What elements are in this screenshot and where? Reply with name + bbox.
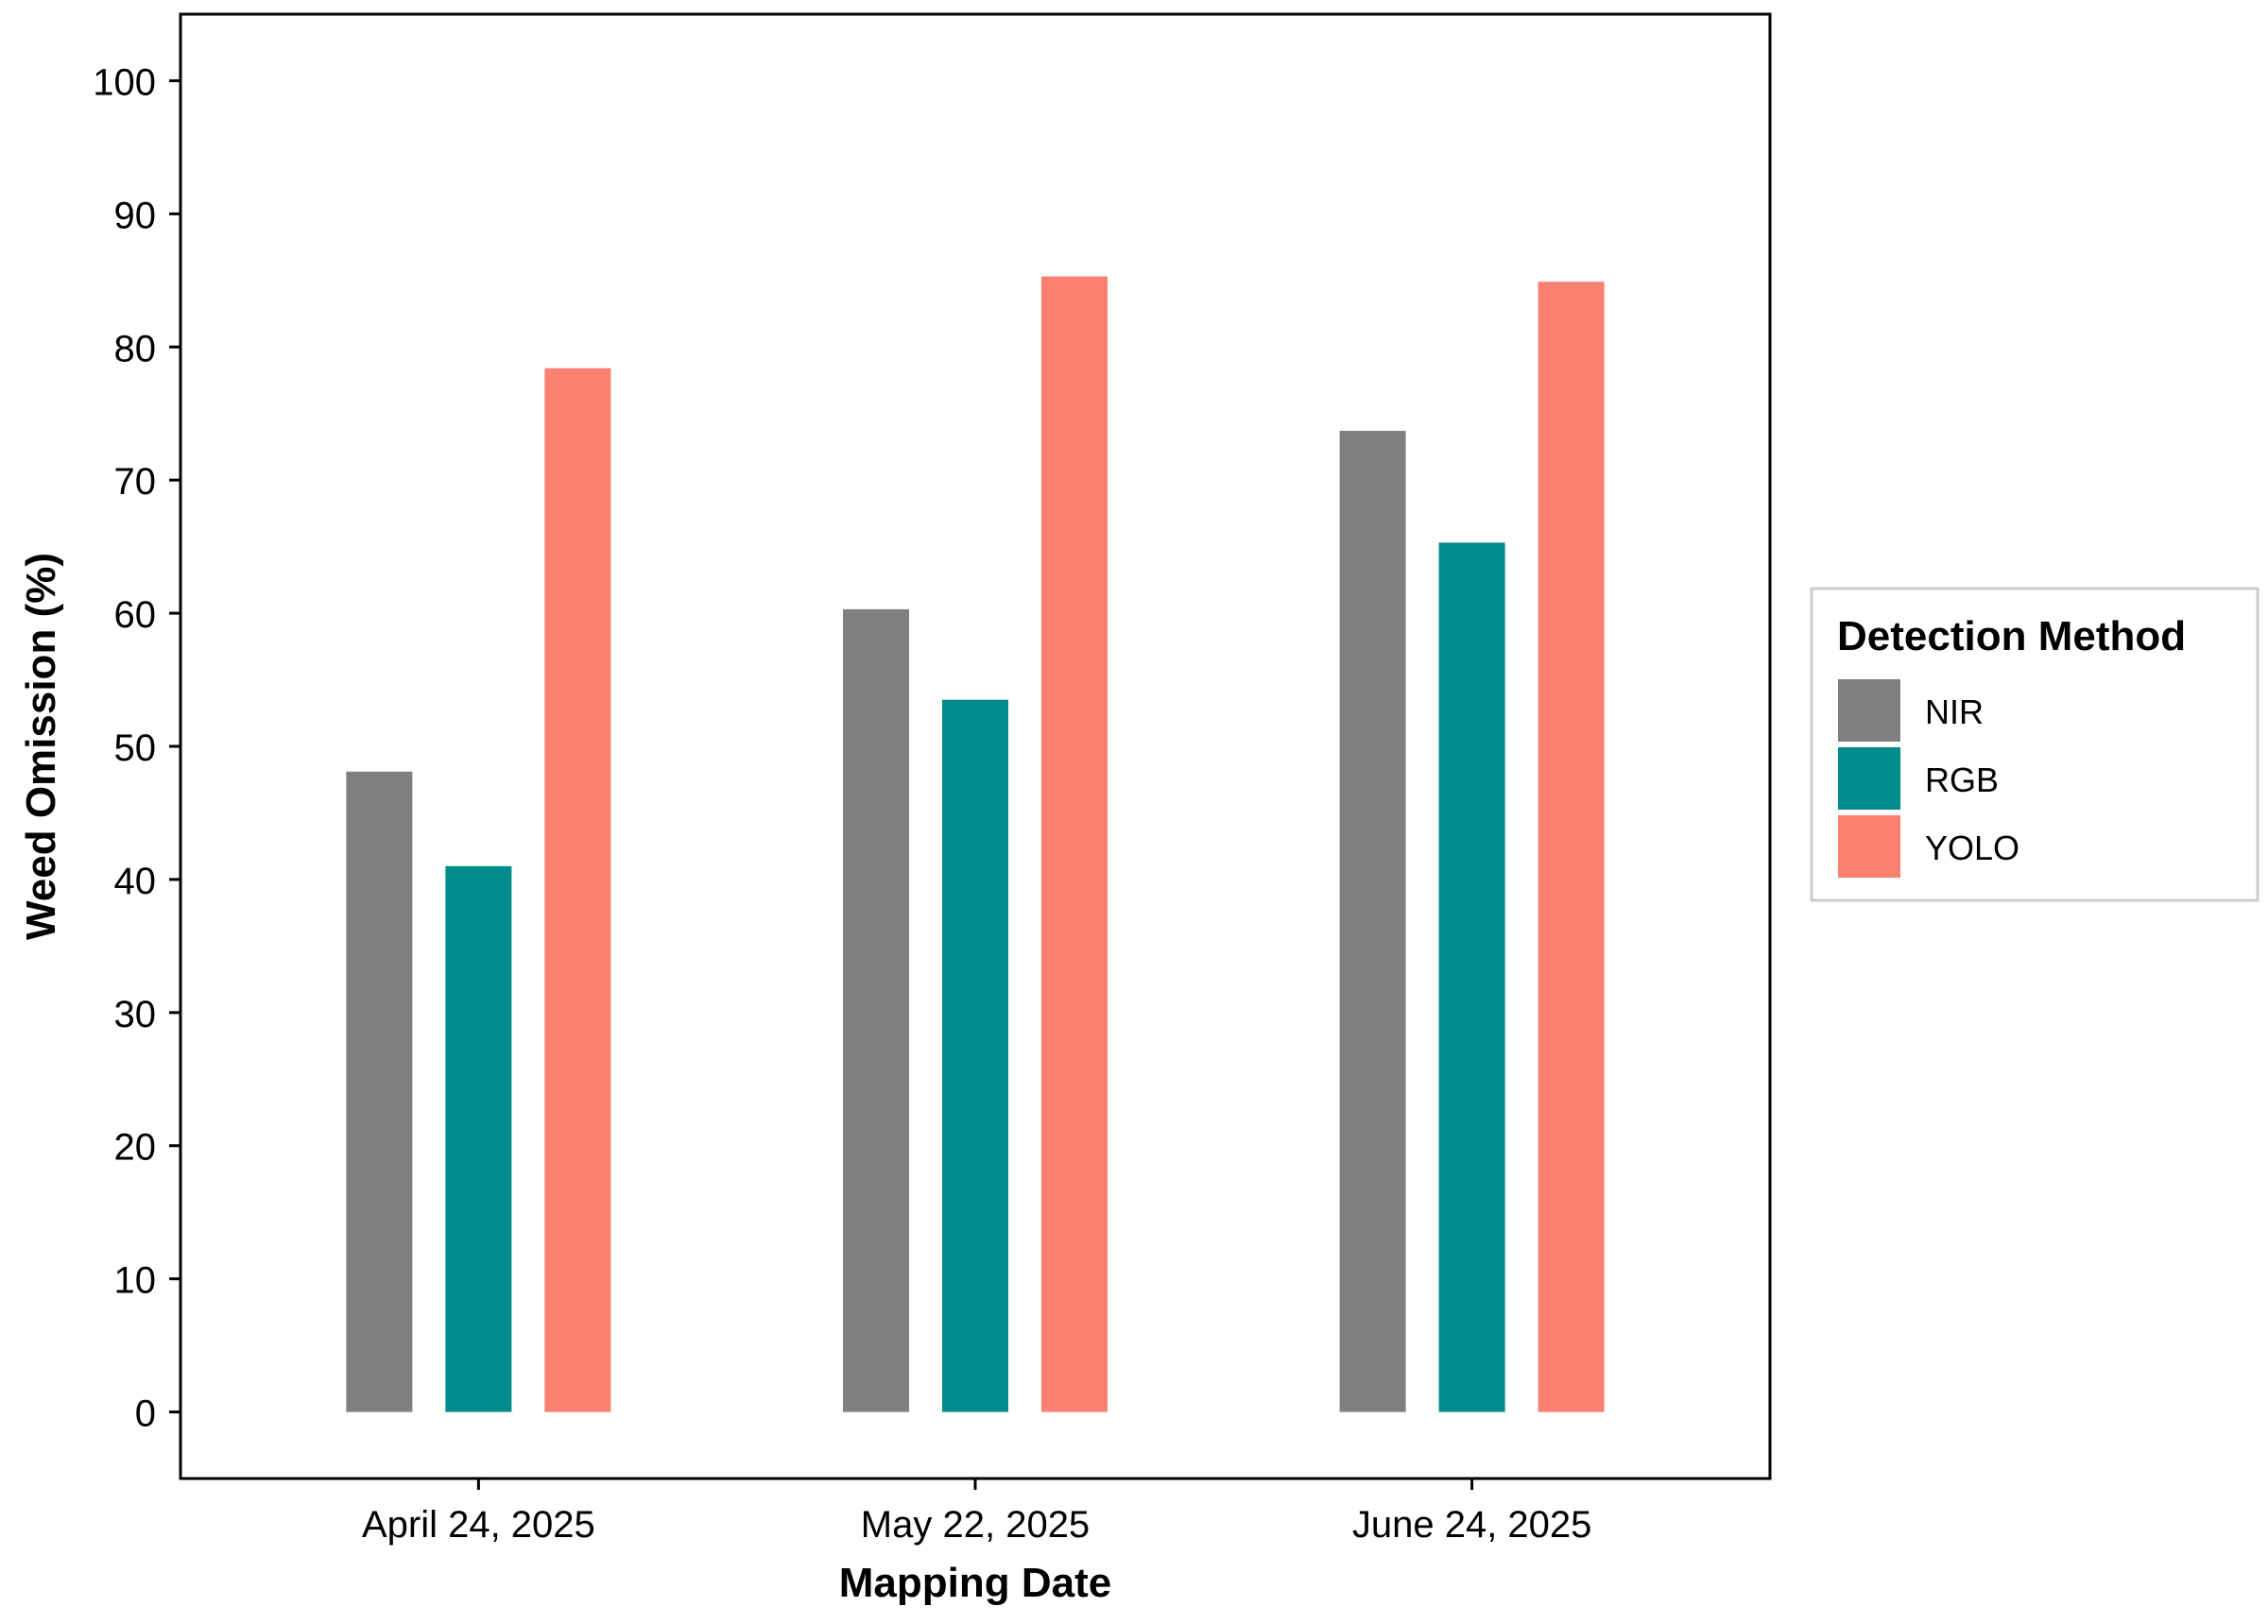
legend-key-rgb	[1838, 747, 1900, 810]
y-tick-label: 90	[114, 195, 157, 236]
y-tick-label: 20	[114, 1127, 157, 1169]
x-tick-label: April 24, 2025	[362, 1504, 595, 1546]
y-tick-label: 100	[93, 61, 156, 103]
legend-label-nir: NIR	[1925, 692, 1984, 731]
y-axis-label: Weed Omission (%)	[18, 553, 64, 940]
y-tick-label: 30	[114, 994, 157, 1035]
legend-key-nir	[1838, 679, 1900, 742]
legend-title: Detection Method	[1837, 613, 2186, 659]
bars	[346, 276, 1605, 1412]
bar-rgb	[942, 699, 1008, 1412]
legend-items: NIR RGB YOLO	[1838, 679, 2019, 878]
x-axis-label: Mapping Date	[839, 1560, 1111, 1606]
bar-nir	[843, 608, 909, 1412]
y-tick-label: 50	[114, 727, 157, 769]
x-tick-label: May 22, 2025	[861, 1504, 1090, 1546]
x-tick-label: June 24, 2025	[1352, 1504, 1592, 1546]
legend-label-rgb: RGB	[1925, 761, 1999, 799]
y-tick-label: 40	[114, 861, 157, 902]
bar-nir	[1339, 431, 1406, 1412]
y-tick-label: 0	[135, 1393, 156, 1435]
y-tick-label: 80	[114, 328, 157, 369]
bar-yolo	[544, 368, 611, 1412]
bar-yolo	[1538, 282, 1605, 1412]
y-axis: 0 10 20 30 40 50 60 70 80 90 100	[93, 61, 180, 1435]
legend: Detection Method NIR RGB YOLO	[1810, 587, 2259, 902]
x-axis: April 24, 2025 May 22, 2025 June 24, 2025	[362, 1479, 1591, 1546]
bar-yolo	[1041, 276, 1108, 1412]
y-tick-label: 60	[114, 594, 157, 636]
legend-key-yolo	[1838, 815, 1900, 878]
bar-rgb	[1438, 542, 1505, 1412]
bar-rgb	[445, 865, 512, 1412]
y-tick-label: 70	[114, 461, 157, 503]
bar-nir	[346, 771, 413, 1412]
y-tick-label: 10	[114, 1260, 157, 1302]
legend-label-yolo: YOLO	[1925, 829, 2019, 867]
